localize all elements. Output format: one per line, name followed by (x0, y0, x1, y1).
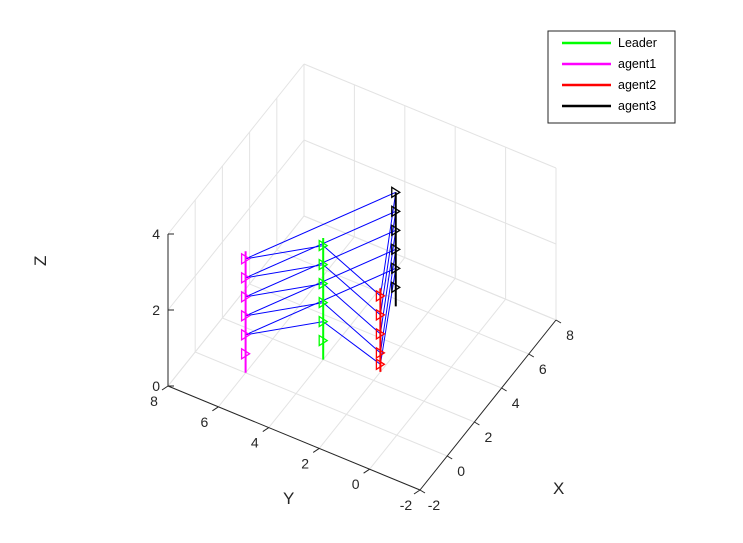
floor-pane (168, 216, 556, 490)
x-tick-label: 8 (566, 327, 574, 343)
series-marker-leader (318, 277, 329, 290)
formation-link (245, 229, 396, 298)
legend-label-leader: Leader (618, 36, 657, 50)
x-tick-mark (419, 489, 426, 494)
x-tick-mark (501, 387, 507, 392)
y-tick-label: 6 (201, 414, 209, 430)
floor-grid-line (249, 283, 502, 389)
formation-link (245, 230, 397, 335)
formation-link (245, 267, 396, 336)
floor-grid-line (369, 298, 506, 470)
x-tick-label: 6 (539, 361, 547, 377)
z-tick-label: 4 (152, 226, 160, 242)
x-tick-label: 0 (457, 463, 465, 479)
y-tick-label: 4 (251, 435, 259, 451)
series-marker-agent3 (391, 205, 401, 218)
floor-grid-line (195, 351, 448, 457)
x-tick-mark (528, 353, 535, 358)
y-tick-mark (262, 427, 270, 433)
series-marker-agent1 (240, 271, 251, 284)
y-tick-label: 0 (352, 476, 360, 492)
series-marker-agent2 (375, 346, 386, 360)
series-marker-agent3 (391, 281, 401, 294)
wall-grid-line (303, 139, 557, 245)
x-tick-label: -2 (428, 497, 441, 513)
floor-grid-line (218, 236, 355, 408)
series-marker-agent2 (375, 327, 386, 341)
series-marker-agent1 (240, 290, 251, 303)
series-marker-agent3 (391, 262, 401, 275)
z-tick-label: 2 (152, 302, 160, 318)
y-tick-mark (363, 468, 370, 474)
series-marker-agent1 (240, 309, 251, 322)
wall-grid-line (167, 139, 305, 311)
x-axis-label: X (553, 479, 564, 498)
x-tick-mark (474, 421, 480, 426)
formation-link (245, 192, 397, 297)
x-axis-line (419, 319, 557, 491)
y-tick-mark (312, 447, 320, 453)
floor-grid-line (222, 317, 475, 423)
legend-label-agent3: agent3 (618, 99, 656, 113)
formation-link (245, 211, 397, 316)
x-tick-label: 4 (512, 395, 520, 411)
series-marker-agent3 (391, 243, 401, 256)
y-tick-mark (212, 406, 219, 412)
wall-grid-line (303, 63, 557, 169)
series-marker-agent1 (240, 347, 251, 360)
wall-grid-line (167, 63, 305, 235)
series-marker-agent3 (391, 186, 401, 199)
z-axis-label: Z (31, 256, 50, 266)
z-tick-label: 0 (152, 378, 160, 394)
legend-label-agent2: agent2 (618, 78, 656, 92)
formation-link (245, 249, 397, 354)
y-tick-label: 8 (150, 393, 158, 409)
x-tick-mark (555, 319, 562, 324)
legend: Leader agent1 agent2 agent3 (547, 30, 676, 124)
y-tick-mark (413, 489, 421, 495)
formation-link (245, 210, 396, 279)
y-tick-mark (161, 385, 169, 391)
series-marker-agent2 (375, 358, 386, 371)
series-marker-agent2 (375, 308, 386, 322)
series-marker-leader (318, 315, 329, 328)
legend-label-agent1: agent1 (618, 57, 656, 71)
series-marker-leader (318, 239, 329, 252)
y-axis-line (167, 385, 421, 491)
y-tick-label: 2 (301, 455, 309, 471)
series-marker-leader (318, 258, 329, 271)
formation-link (245, 248, 396, 317)
series-marker-leader (318, 296, 329, 309)
x-tick-mark (446, 455, 453, 460)
floor-grid-line (318, 278, 456, 449)
formation-link (245, 268, 397, 366)
legend-box (547, 30, 676, 124)
y-tick-label: -2 (400, 497, 413, 513)
series-marker-agent2 (375, 289, 386, 303)
series-marker-agent1 (240, 252, 251, 265)
series-marker-leader (318, 334, 329, 347)
wall-grid-line (167, 215, 305, 387)
formation-link (245, 191, 396, 260)
series-marker-agent1 (240, 328, 251, 341)
y-axis-label: Y (283, 489, 294, 508)
x-tick-label: 2 (485, 429, 493, 445)
series-marker-agent3 (391, 224, 401, 237)
